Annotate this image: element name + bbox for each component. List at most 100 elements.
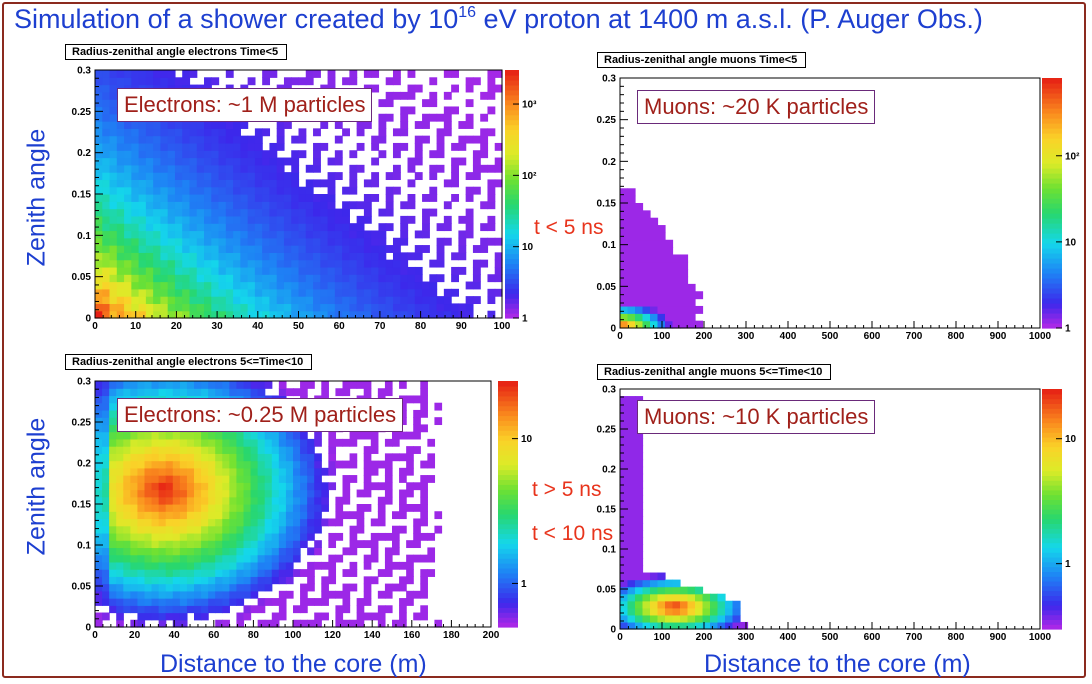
heatmap-cell bbox=[399, 619, 407, 628]
heatmap-cell bbox=[349, 288, 358, 297]
heatmap-cell bbox=[167, 252, 176, 261]
heatmap-cell bbox=[131, 223, 140, 232]
heatmap-cell bbox=[335, 511, 344, 520]
heatmap-cell bbox=[392, 237, 401, 246]
heatmap-cell bbox=[95, 106, 103, 115]
heatmap-cell bbox=[167, 150, 176, 159]
x-tick-label: 20 bbox=[171, 321, 183, 332]
heatmap-cell bbox=[167, 172, 176, 181]
heatmap-cell bbox=[276, 237, 285, 246]
heatmap-cell bbox=[138, 208, 147, 217]
heatmap-cell bbox=[307, 381, 315, 389]
heatmap-cell bbox=[377, 518, 386, 527]
heatmap-cell bbox=[158, 381, 167, 389]
heatmap-cell bbox=[305, 194, 314, 202]
heatmap-cell bbox=[95, 431, 103, 440]
heatmap-cell bbox=[672, 283, 681, 292]
heatmap-cell bbox=[370, 547, 379, 556]
heatmap-cell bbox=[298, 186, 307, 195]
heatmap-cell bbox=[204, 259, 212, 268]
heatmap-cell bbox=[243, 446, 252, 454]
heatmap-cell bbox=[172, 569, 181, 577]
heatmap-cell bbox=[363, 230, 372, 239]
heatmap-cell bbox=[392, 547, 400, 556]
heatmap-cell bbox=[124, 237, 132, 246]
heatmap-cell bbox=[635, 621, 644, 630]
heatmap-cell bbox=[254, 296, 263, 305]
colorbar-segment bbox=[1042, 614, 1062, 620]
heatmap-cell bbox=[695, 320, 704, 329]
heatmap-cell bbox=[151, 467, 160, 476]
heatmap-cell bbox=[271, 561, 280, 570]
heatmap-cell bbox=[422, 194, 430, 202]
heatmap-cell bbox=[145, 142, 154, 151]
heatmap-cell bbox=[123, 489, 131, 498]
colorbar-segment bbox=[1042, 298, 1062, 304]
heatmap-cell bbox=[151, 381, 160, 389]
heatmap-cell bbox=[342, 569, 351, 577]
colorbar-segment bbox=[498, 612, 518, 618]
heatmap-cell bbox=[247, 157, 256, 166]
heatmap-cell bbox=[95, 142, 103, 151]
heatmap-cell bbox=[458, 303, 467, 312]
colorbar-segment bbox=[1042, 173, 1062, 179]
heatmap-cell bbox=[158, 496, 167, 505]
heatmap-cell bbox=[293, 467, 301, 476]
colorbar-segment bbox=[505, 74, 519, 81]
heatmap-cell bbox=[627, 607, 636, 616]
heatmap-cell bbox=[349, 310, 358, 319]
heatmap-cells bbox=[620, 396, 749, 630]
heatmap-cell bbox=[627, 466, 636, 475]
heatmap-cell bbox=[182, 179, 191, 188]
heatmap-cell bbox=[305, 303, 314, 312]
heatmap-cell bbox=[429, 150, 438, 159]
heatmap-cell bbox=[124, 310, 132, 319]
heatmap-cell bbox=[321, 518, 329, 527]
heatmap-cell bbox=[291, 245, 300, 253]
heatmap-cell bbox=[160, 259, 169, 268]
heatmap-cell bbox=[158, 431, 167, 440]
heatmap-cell bbox=[137, 381, 146, 389]
heatmap-cell bbox=[320, 215, 329, 224]
x-tick-label: 300 bbox=[738, 331, 755, 342]
colorbar-segment bbox=[1042, 427, 1062, 433]
heatmap-cell bbox=[194, 431, 202, 440]
colorbar-segment bbox=[1042, 98, 1062, 104]
heatmap-cell bbox=[102, 252, 111, 261]
heatmap-cell bbox=[620, 225, 629, 234]
heatmap-cell bbox=[451, 266, 459, 275]
heatmap-cell bbox=[186, 504, 195, 512]
heatmap-cell bbox=[236, 446, 245, 454]
colorbar-segment bbox=[505, 124, 519, 131]
heatmap-cell bbox=[334, 223, 343, 232]
heatmap-cell bbox=[145, 230, 154, 239]
heatmap-cell bbox=[257, 540, 266, 549]
heatmap-cell bbox=[356, 215, 365, 224]
heatmap-cell bbox=[293, 525, 301, 534]
colorbar-segment bbox=[1042, 561, 1062, 568]
heatmap-cell bbox=[124, 164, 132, 173]
heatmap-cell bbox=[229, 489, 238, 498]
heatmap-cell bbox=[138, 310, 147, 319]
heatmap-cell bbox=[102, 310, 111, 319]
heatmap-cell bbox=[342, 245, 350, 253]
heatmap-cell bbox=[300, 511, 308, 520]
x-tick-label: 160 bbox=[403, 630, 420, 641]
heatmap-cell bbox=[400, 303, 409, 312]
heatmap-cell bbox=[243, 518, 252, 527]
heatmap-cell bbox=[271, 482, 280, 491]
heatmap-cell bbox=[194, 561, 202, 570]
heatmap-cell bbox=[384, 569, 393, 577]
heatmap-cell bbox=[300, 453, 308, 462]
heatmap-cell bbox=[215, 460, 223, 469]
heatmap-cell bbox=[635, 551, 644, 560]
heatmap-cell bbox=[680, 593, 689, 602]
heatmap-cell bbox=[385, 194, 394, 202]
heatmap-cell bbox=[116, 157, 125, 166]
heatmap-cell bbox=[356, 525, 365, 534]
heatmap-cell bbox=[179, 561, 188, 570]
heatmap-cell bbox=[116, 77, 125, 86]
heatmap-cell bbox=[487, 215, 496, 224]
heatmap-cell bbox=[285, 540, 294, 549]
heatmap-cell bbox=[650, 254, 659, 263]
